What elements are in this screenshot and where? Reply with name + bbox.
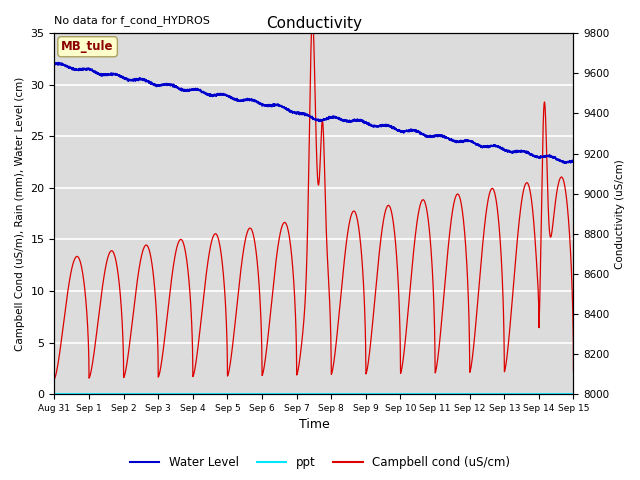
Legend: Water Level, ppt, Campbell cond (uS/cm): Water Level, ppt, Campbell cond (uS/cm) xyxy=(125,452,515,474)
X-axis label: Time: Time xyxy=(299,419,330,432)
Text: No data for f_cond_HYDROS: No data for f_cond_HYDROS xyxy=(54,15,211,26)
Y-axis label: Conductivity (uS/cm): Conductivity (uS/cm) xyxy=(615,159,625,269)
Title: Conductivity: Conductivity xyxy=(266,16,362,31)
Y-axis label: Campbell Cond (uS/m), Rain (mm), Water Level (cm): Campbell Cond (uS/m), Rain (mm), Water L… xyxy=(15,77,25,351)
Text: MB_tule: MB_tule xyxy=(61,40,114,53)
